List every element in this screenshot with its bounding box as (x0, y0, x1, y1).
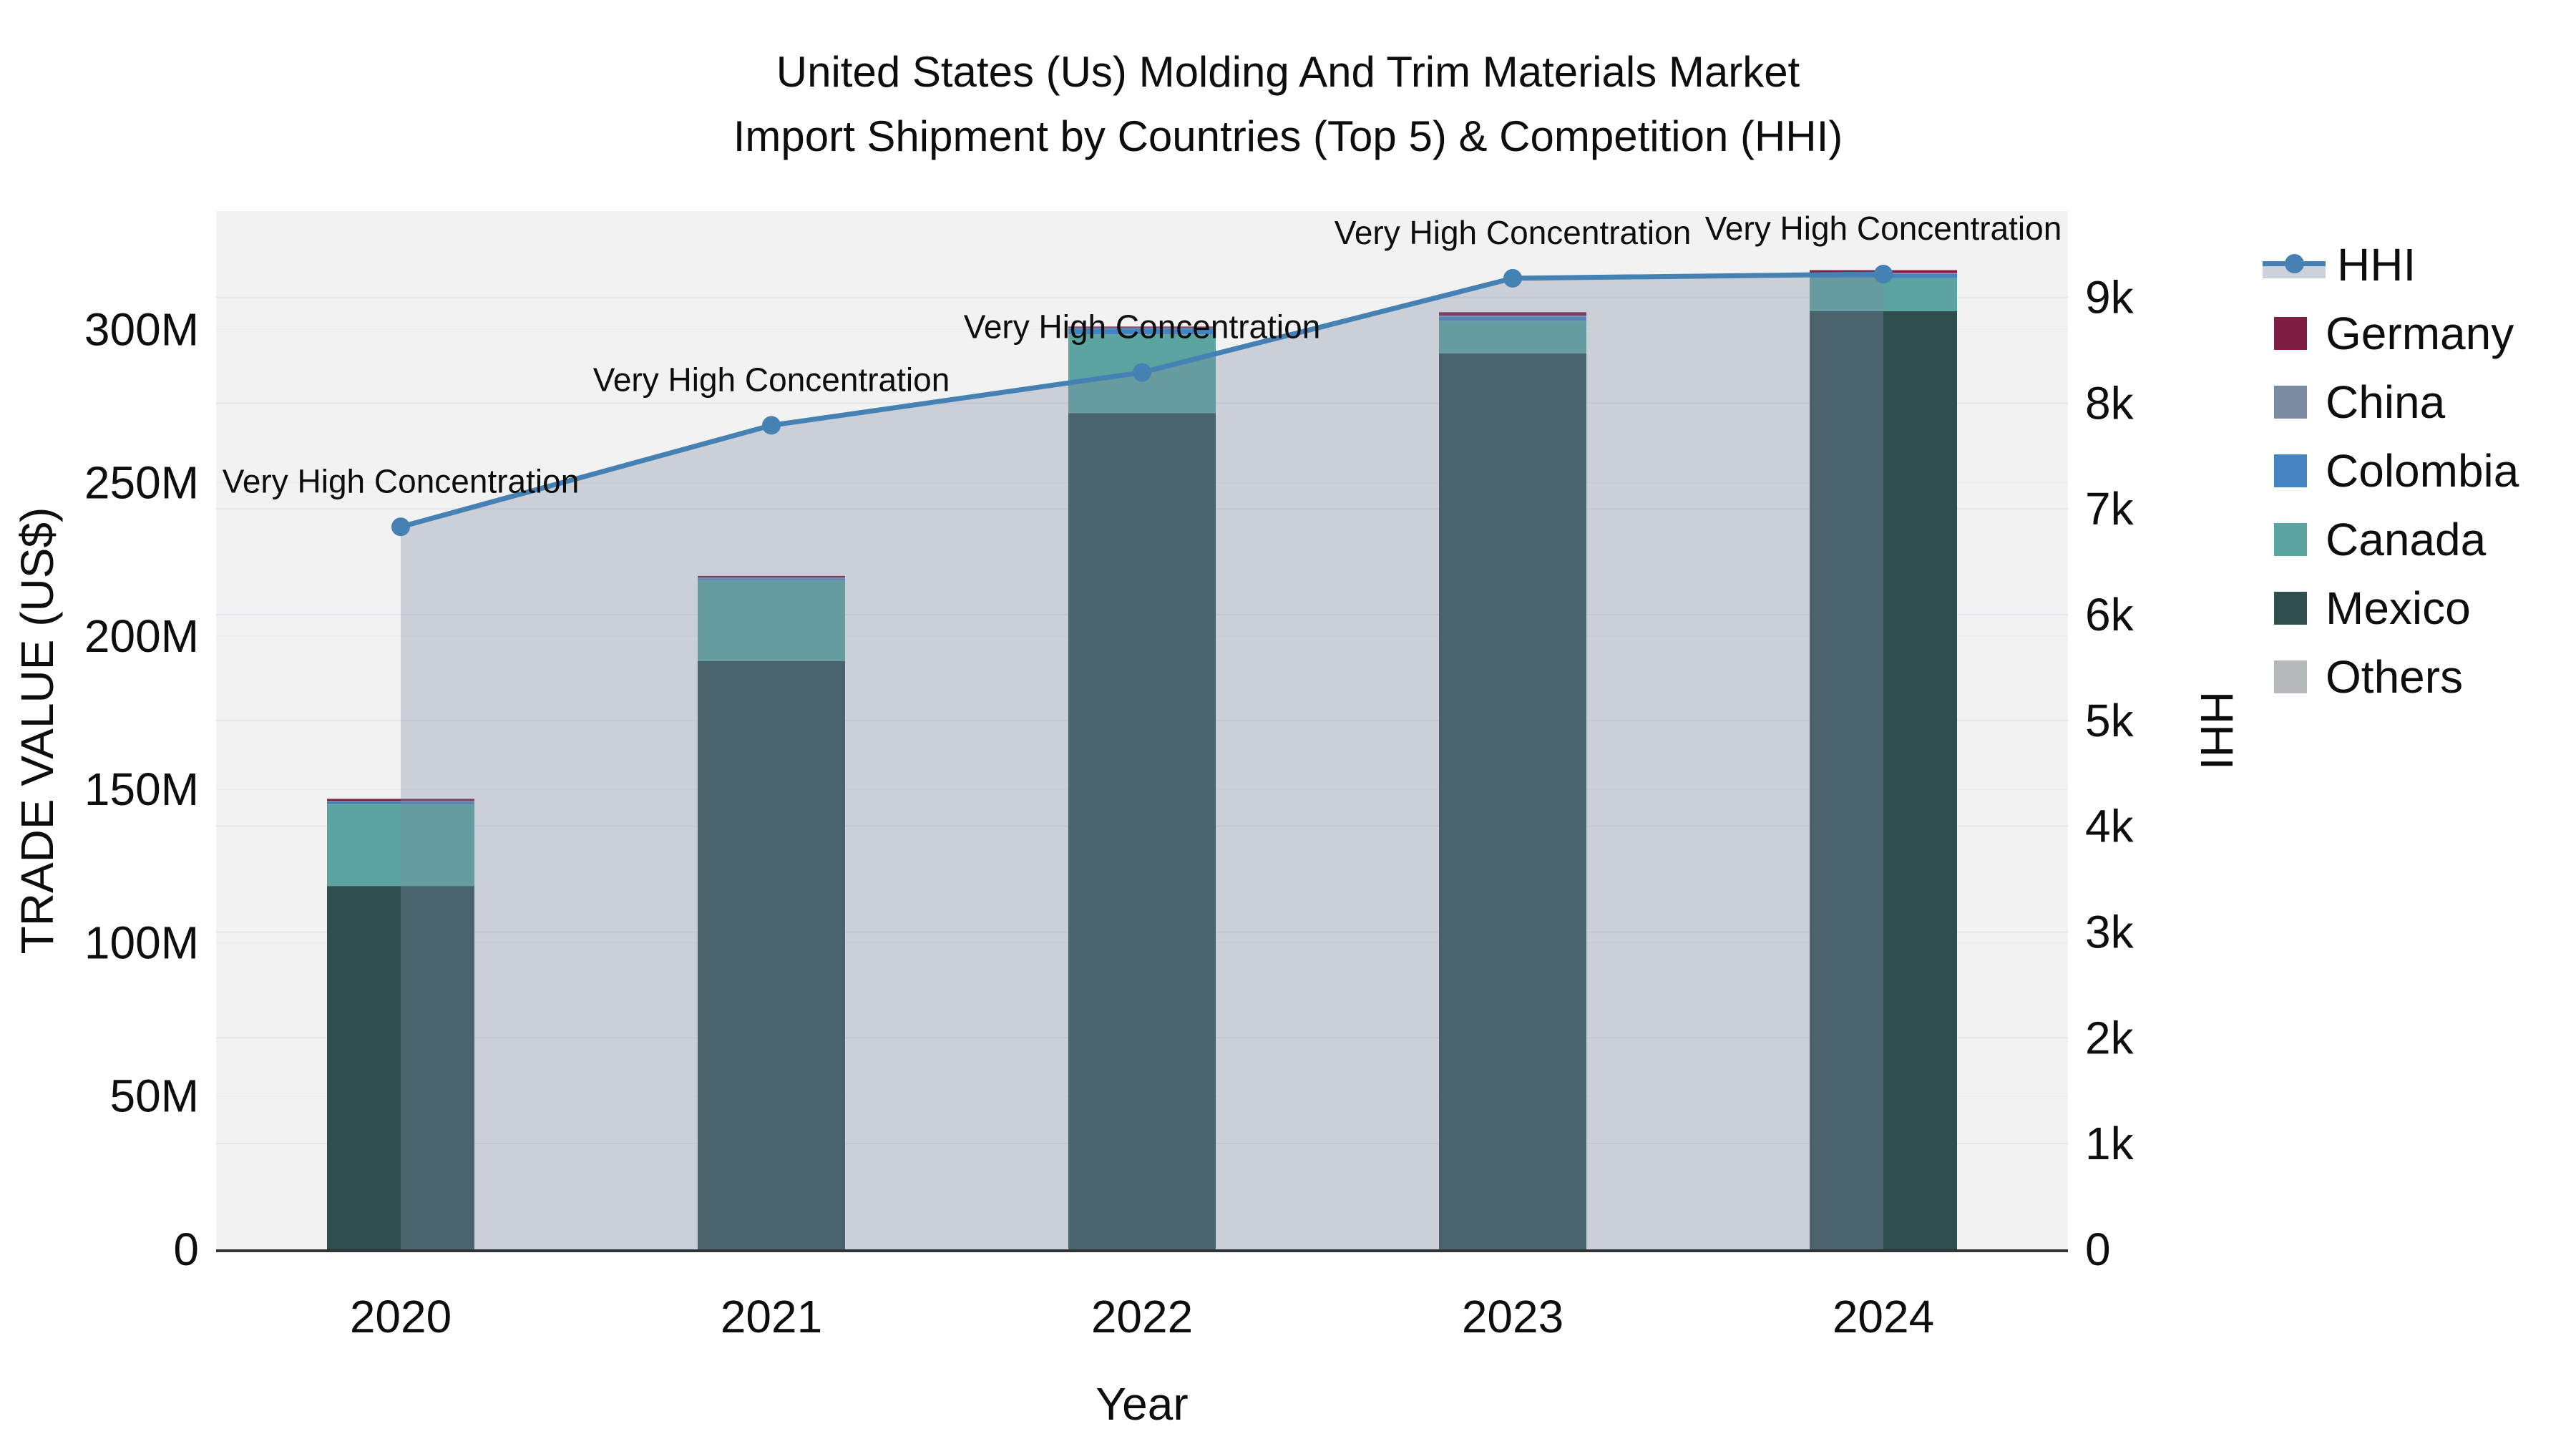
canada-swatch-icon (2274, 523, 2307, 556)
bar-segment-canada-2021[interactable] (698, 580, 845, 662)
y-right-tick-label: 3k (2085, 907, 2135, 958)
bar-segment-germany-2022[interactable] (1068, 326, 1216, 328)
annotation-2022: Very High Concentration (964, 308, 1321, 346)
mexico-swatch-icon (2274, 592, 2307, 625)
y-right-tick-label: 4k (2085, 801, 2135, 852)
legend-item-china[interactable]: China (2263, 368, 2519, 436)
bar-segment-china-2023[interactable] (1439, 316, 1586, 317)
x-tick-label-2022: 2022 (1091, 1291, 1193, 1342)
y-left-tick-label: 100M (84, 917, 199, 968)
x-tick-label-2024: 2024 (1833, 1291, 1934, 1342)
bar-segment-canada-2024[interactable] (1810, 278, 1957, 312)
bar-segment-germany-2021[interactable] (698, 575, 845, 578)
legend-label: Mexico (2326, 582, 2471, 634)
legend-item-germany[interactable]: Germany (2263, 299, 2519, 368)
hhi-marker-2023[interactable] (1503, 268, 1522, 288)
y-right-tick-label: 2k (2085, 1012, 2135, 1063)
bar-segment-germany-2023[interactable] (1439, 312, 1586, 316)
others-swatch-icon (2274, 660, 2307, 693)
y-right-tick-label: 9k (2085, 272, 2135, 323)
legend-item-others[interactable]: Others (2263, 643, 2519, 711)
annotation-2021: Very High Concentration (593, 361, 950, 398)
hhi-area-fill (401, 274, 1883, 1249)
legend-label: China (2326, 376, 2446, 428)
y-left-axis-title: TRADE VALUE (US$) (11, 507, 63, 955)
y-right-tick-label: 0 (2085, 1224, 2111, 1275)
bar-segment-china-2021[interactable] (698, 577, 845, 579)
legend-label: Germany (2326, 308, 2514, 359)
y-left-tick-label: 150M (84, 763, 199, 815)
legend-label: HHI (2337, 239, 2416, 291)
annotation-2023: Very High Concentration (1335, 214, 1692, 251)
y-right-tick-label: 6k (2085, 589, 2135, 640)
y-right-tick-label: 7k (2085, 483, 2135, 535)
x-axis-title: Year (1096, 1378, 1189, 1430)
y-right-tick-label: 8k (2085, 377, 2135, 429)
y-left-tick-label: 300M (84, 303, 199, 355)
bar-segment-mexico-2024[interactable] (1810, 311, 1957, 1249)
bar-segment-colombia-2021[interactable] (698, 578, 845, 580)
bar-segment-mexico-2022[interactable] (1068, 413, 1216, 1250)
y-left-tick-label: 250M (84, 457, 199, 509)
hhi-line-legend-icon (2263, 248, 2326, 281)
y-right-axis-title: HHI (2191, 691, 2243, 771)
y-right-tick-label: 5k (2085, 695, 2135, 746)
hhi-marker-2021[interactable] (762, 416, 781, 435)
hhi-marker-2024[interactable] (1874, 265, 1893, 283)
legend-item-colombia[interactable]: Colombia (2263, 436, 2519, 505)
y-right-tick-label: 1k (2085, 1118, 2135, 1169)
y-left-tick-label: 200M (84, 610, 199, 662)
germany-swatch-icon (2274, 317, 2307, 350)
bar-segment-canada-2023[interactable] (1439, 321, 1586, 353)
legend-item-hhi[interactable]: HHI (2263, 230, 2519, 299)
annotation-2020: Very High Concentration (223, 462, 580, 499)
annotation-2024: Very High Concentration (1705, 210, 2062, 247)
bar-segment-mexico-2020[interactable] (327, 886, 474, 1249)
x-tick-label-2021: 2021 (721, 1291, 822, 1342)
x-tick-label-2023: 2023 (1462, 1291, 1563, 1342)
hhi-marker-2022[interactable] (1133, 363, 1151, 382)
y-left-tick-label: 0 (173, 1224, 199, 1275)
legend-item-canada[interactable]: Canada (2263, 505, 2519, 574)
bar-segment-colombia-2022[interactable] (1068, 328, 1216, 335)
colombia-swatch-icon (2274, 454, 2307, 487)
bar-segment-colombia-2023[interactable] (1439, 316, 1586, 321)
chart-title-line1: United States (Us) Molding And Trim Mate… (776, 48, 1800, 96)
legend: HHI Germany China Colombia Canada Mexico Other… (2263, 230, 2519, 711)
bar-segment-mexico-2023[interactable] (1439, 353, 1586, 1249)
bar-segment-canada-2020[interactable] (327, 804, 474, 887)
hhi-marker-2020[interactable] (391, 517, 410, 537)
bar-segment-germany-2020[interactable] (327, 799, 474, 801)
x-tick-label-2020: 2020 (350, 1291, 452, 1342)
legend-item-mexico[interactable]: Mexico (2263, 574, 2519, 643)
china-swatch-icon (2274, 386, 2307, 419)
bar-segment-colombia-2020[interactable] (327, 801, 474, 805)
bar-segment-mexico-2021[interactable] (698, 661, 845, 1249)
legend-label: Colombia (2326, 445, 2519, 497)
legend-label: Others (2326, 651, 2464, 703)
legend-label: Canada (2326, 514, 2487, 565)
chart-title-line2: Import Shipment by Countries (Top 5) & C… (733, 112, 1843, 160)
y-left-tick-label: 50M (110, 1070, 200, 1122)
